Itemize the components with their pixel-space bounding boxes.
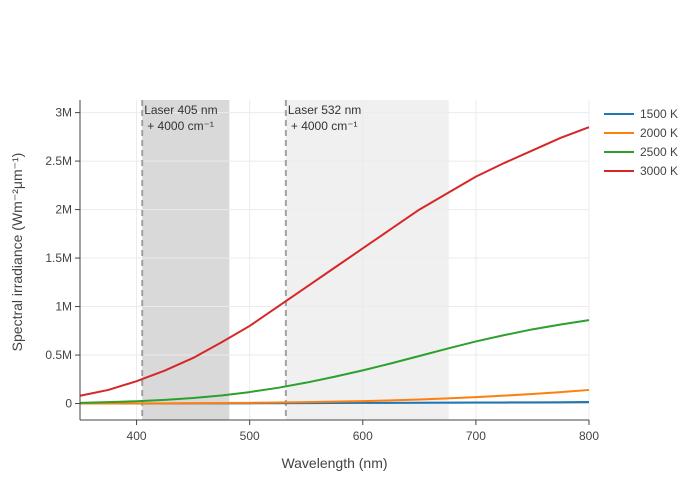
series-lines <box>79 126 590 405</box>
highlight-bands <box>142 100 449 420</box>
x-tick-label: 400 <box>127 429 147 443</box>
y-tick-label: 1M <box>55 300 72 314</box>
legend-item-label: 2500 K <box>640 145 678 159</box>
y-tick-label: 1.5M <box>45 251 72 265</box>
x-tick-label: 500 <box>240 429 260 443</box>
axes <box>79 100 589 421</box>
laser-band-1 <box>285 100 449 420</box>
series-line-2500-K <box>79 319 590 404</box>
legend-item-label: 2000 K <box>640 126 678 140</box>
annotation-line-1: Laser 532 nm <box>288 103 361 117</box>
y-axis-title: Spectral irradiance (Wm⁻²μm⁻¹) <box>9 153 25 352</box>
y-tick-label: 3M <box>55 106 72 120</box>
laser-lines <box>141 100 287 420</box>
x-tick-label: 600 <box>353 429 373 443</box>
y-tick-label: 0.5M <box>45 348 72 362</box>
series-line-2000-K <box>79 388 590 405</box>
y-tick-label: 0 <box>65 397 72 411</box>
annotations: Laser 405 nm + 4000 cm⁻¹ Laser 532 nm + 400… <box>144 103 361 133</box>
legend-item-label: 1500 K <box>640 107 678 121</box>
x-axis-title: Wavelength (nm) <box>281 455 387 471</box>
annotation-line-1: Laser 405 nm <box>144 103 217 117</box>
x-tick-label: 700 <box>466 429 486 443</box>
annotation-line-2: + 4000 cm⁻¹ <box>291 119 358 133</box>
series-line-3000-K <box>79 126 590 397</box>
legend[interactable]: 1500 K 2000 K 2500 K 3000 K <box>604 107 678 178</box>
y-tick-label: 2.5M <box>45 154 72 168</box>
legend-item-label: 3000 K <box>640 164 678 178</box>
y-tick-label: 2M <box>55 203 72 217</box>
x-tick-label: 800 <box>579 429 599 443</box>
annotation-line-2: + 4000 cm⁻¹ <box>147 119 214 133</box>
tick-labels: 400 500 600 700 800 0 0.5M 1M 1.5M 2M 2.5M 3M <box>45 106 599 443</box>
laser-band-0 <box>142 100 230 420</box>
